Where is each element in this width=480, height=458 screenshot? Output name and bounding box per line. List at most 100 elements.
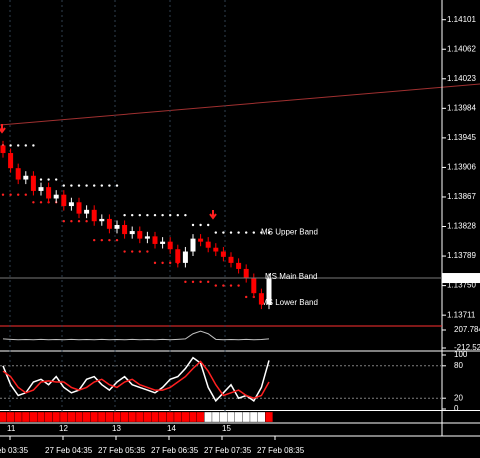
candle-body: [15, 168, 21, 180]
signal-bar: [82, 411, 91, 423]
candle-body: [53, 194, 59, 199]
candle-body: [76, 202, 82, 214]
band-dot: [267, 231, 271, 234]
candle-body: [160, 241, 166, 244]
candle-body: [91, 209, 97, 222]
band-dot: [191, 223, 195, 227]
current-price-box: [442, 273, 480, 284]
time-label: Feb 03:35: [0, 446, 29, 455]
signal-bar: [143, 411, 152, 423]
band-dot: [229, 231, 233, 234]
band-dot: [161, 213, 164, 217]
band-dot: [153, 261, 157, 265]
band-dot: [131, 250, 134, 253]
signal-bar: [211, 411, 220, 423]
band-dot: [17, 193, 20, 196]
session-label: 13: [112, 424, 121, 433]
candle-body: [61, 194, 67, 207]
signal-bar: [29, 411, 38, 423]
band-dot: [199, 280, 202, 284]
band-dot: [93, 238, 96, 242]
candle-body: [68, 202, 74, 207]
candle-body: [144, 236, 150, 239]
band-dot: [9, 193, 12, 196]
y-tick-label: 1.13945: [447, 133, 476, 142]
signal-bar: [128, 411, 137, 423]
candle-body: [8, 153, 14, 169]
band-dot: [237, 284, 240, 287]
y-tick-label: -212.52: [454, 343, 480, 352]
band-dot: [138, 250, 141, 253]
band-dot: [146, 213, 149, 217]
y-tick-label: 1.13906: [447, 163, 476, 172]
y-tick-label: 1.13867: [447, 192, 476, 201]
band-dot: [153, 213, 157, 217]
signal-bar: [90, 411, 99, 423]
session-label: 14: [167, 424, 176, 433]
indicator-line: [2, 330, 270, 341]
band-dot: [161, 261, 164, 265]
signal-bar: [37, 411, 45, 423]
signal-bar: [257, 411, 266, 423]
signal-bar: [249, 411, 258, 423]
y-tick-label: 1.14101: [447, 15, 476, 24]
band-dot: [108, 238, 111, 242]
band-dot: [70, 184, 73, 187]
time-label: 27 Feb 05:35: [98, 446, 146, 455]
signal-bar: [234, 411, 243, 423]
time-label: 27 Feb 04:35: [45, 446, 93, 455]
y-tick-label: 1.13789: [447, 251, 476, 260]
y-tick-label: 1.13750: [447, 281, 476, 290]
signal-bar: [59, 411, 68, 423]
session-label: 15: [222, 424, 231, 433]
sell-arrow: [209, 210, 217, 220]
band-dot: [191, 280, 195, 284]
candle-body: [152, 236, 158, 244]
signal-bar: [196, 411, 205, 423]
main-band-label: MS Main Band: [265, 272, 317, 281]
band-dot: [62, 220, 65, 223]
signal-bar: [158, 411, 167, 423]
band-dot: [207, 223, 210, 227]
candle-body: [122, 225, 128, 235]
signal-bar: [75, 411, 83, 423]
band-dot: [184, 280, 187, 284]
band-dot: [237, 231, 240, 234]
band-dot: [229, 284, 233, 287]
y-tick-label: 1.13828: [447, 222, 476, 231]
candle-body: [23, 175, 29, 180]
time-label: 27 Feb 06:35: [151, 446, 199, 455]
signal-bar: [97, 411, 106, 423]
band-dot: [85, 220, 88, 223]
band-dot: [123, 250, 126, 253]
candle-body: [129, 231, 135, 235]
y-tick-label: 1.14023: [447, 74, 476, 83]
candle-body: [182, 251, 188, 263]
y-tick-label: 100: [454, 350, 468, 359]
band-dot: [169, 213, 172, 217]
band-dot: [214, 231, 217, 234]
signal-bar: [204, 411, 213, 423]
time-label: 27 Feb 08:35: [257, 446, 305, 455]
signal-bar: [173, 411, 182, 423]
trend-line: [0, 83, 480, 126]
band-dot: [17, 144, 20, 147]
band-dot: [222, 284, 225, 287]
signal-bar: [21, 411, 30, 423]
band-label: MS Upper Band: [261, 228, 318, 237]
band-dot: [176, 213, 179, 217]
y-tick-label: 1.14062: [447, 44, 476, 53]
signal-bar: [166, 411, 175, 423]
candle-body: [198, 238, 204, 242]
candle-body: [190, 238, 196, 252]
candle-body: [46, 187, 52, 199]
band-dot: [115, 238, 119, 242]
candle-body: [99, 218, 105, 222]
signal-bar: [52, 411, 61, 423]
indicator-line: [2, 356, 270, 403]
y-tick-label: 80: [454, 361, 463, 370]
band-dot: [245, 231, 248, 234]
y-tick-label: 1.13711: [447, 310, 476, 319]
y-tick-label: 207.784: [454, 325, 480, 334]
